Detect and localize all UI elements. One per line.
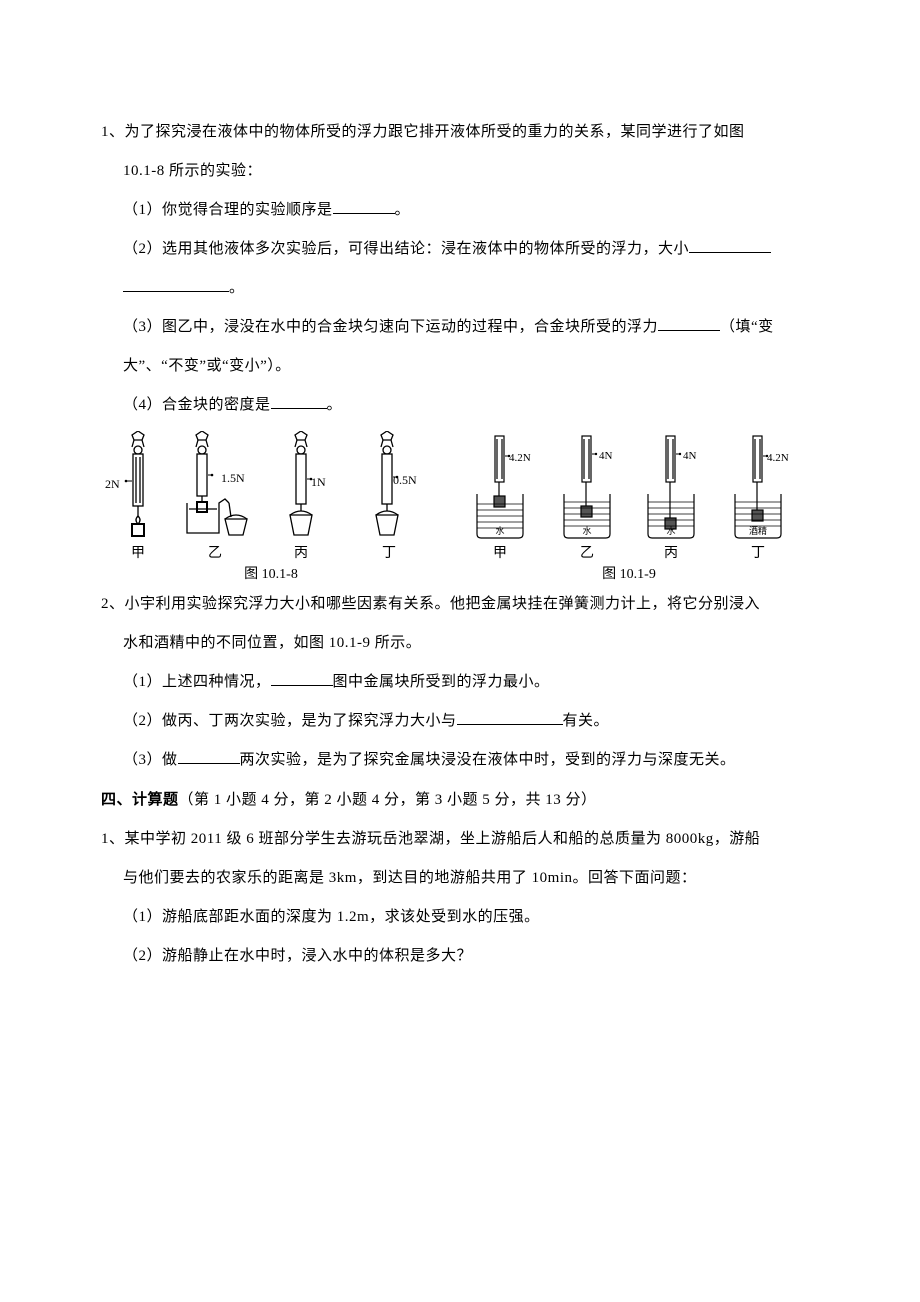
figure-group-2: 水 4.2N 甲 bbox=[461, 434, 797, 583]
q1-p4-row: （4）合金块的密度是 。 bbox=[101, 386, 819, 425]
q1-p2b: 。 bbox=[229, 280, 245, 296]
q1-p3-row1: （3）图乙中，浸没在水中的合金块匀速向下运动的过程中，合金块所受的浮力 （填“变 bbox=[101, 308, 819, 347]
fig1-c-reading: 1N bbox=[311, 475, 333, 490]
q41-intro-a: 1、某中学初 2011 级 6 班部分学生去游玩岳池翠湖，坐上游船后人和船的总质… bbox=[101, 820, 819, 859]
blank bbox=[178, 749, 240, 764]
blank bbox=[271, 394, 327, 409]
fig1-d: 0.5N 丁 bbox=[351, 431, 427, 562]
blank bbox=[333, 199, 395, 214]
section4-note: （第 1 小题 4 分，第 2 小题 4 分，第 3 小题 5 分，共 13 分… bbox=[179, 792, 597, 808]
fig1-d-reading: 0.5N bbox=[393, 473, 427, 488]
fig1-caption: 图 10.1-8 bbox=[115, 563, 427, 583]
q41-intro-b: 与他们要去的农家乐的距离是 3km，到达目的地游船共用了 10min。回答下面问… bbox=[101, 859, 819, 898]
q1-intro-b: 10.1-8 所示的实验： bbox=[101, 152, 819, 191]
q1-p4a: （4）合金块的密度是 bbox=[123, 397, 271, 413]
fig1-a-reading: 2N bbox=[105, 477, 127, 492]
q2-p2a: （2）做丙、丁两次实验，是为了探究浮力大小与 bbox=[123, 713, 457, 729]
q1-p1-tail: 。 bbox=[395, 202, 411, 218]
fig1-c-label: 丙 bbox=[294, 542, 308, 562]
svg-text:酒精: 酒精 bbox=[749, 525, 767, 536]
blank bbox=[689, 238, 771, 253]
fig2-b-label: 乙 bbox=[580, 542, 594, 562]
beaker-scale-icon: 酒精 bbox=[725, 434, 791, 542]
q1-p4b: 。 bbox=[327, 397, 343, 413]
q2-p1-row: （1）上述四种情况， 图中金属块所受到的浮力最小。 bbox=[101, 663, 819, 702]
q2-p1b: 图中金属块所受到的浮力最小。 bbox=[333, 674, 550, 690]
q2-p3b: 两次实验，是为了探究金属块浸没在液体中时，受到的浮力与深度无关。 bbox=[240, 752, 736, 768]
fig2-d-reading: 4.2N bbox=[767, 452, 797, 464]
q2-intro-b: 水和酒精中的不同位置，如图 10.1-9 所示。 bbox=[101, 624, 819, 663]
svg-text:水: 水 bbox=[495, 525, 504, 536]
q2-p3a: （3）做 bbox=[123, 752, 178, 768]
q1-p3b: （填“变 bbox=[720, 319, 774, 335]
q1-p1: （1）你觉得合理的实验顺序是 。 bbox=[101, 191, 819, 230]
fig2-a-label: 甲 bbox=[493, 542, 507, 562]
fig1-b: 1.5N 乙 bbox=[179, 431, 251, 562]
fig2-d-label: 丁 bbox=[751, 542, 765, 562]
figure-group-1: 2N 甲 bbox=[115, 431, 427, 583]
fig2-b: 水 4N 乙 bbox=[551, 434, 623, 562]
svg-text:水: 水 bbox=[666, 525, 675, 536]
q1-intro-a: 1、为了探究浸在液体中的物体所受的浮力跟它排开液体所受的重力的关系，某同学进行了… bbox=[101, 113, 819, 152]
fig2-c: 水 4N 丙 bbox=[635, 434, 707, 562]
svg-text:水: 水 bbox=[582, 525, 591, 536]
section4-heading: 四、计算题（第 1 小题 4 分，第 2 小题 4 分，第 3 小题 5 分，共… bbox=[101, 780, 819, 820]
fig2-c-label: 丙 bbox=[664, 542, 678, 562]
q2-p1a: （1）上述四种情况， bbox=[123, 674, 271, 690]
q1-p2a-text: （2）选用其他液体多次实验后，可得出结论：浸在液体中的物体所受的浮力，大小 bbox=[123, 241, 689, 257]
fig1-c: 1N 丙 bbox=[269, 431, 333, 562]
q2-p2b: 有关。 bbox=[563, 713, 610, 729]
blank bbox=[123, 277, 229, 292]
fig2-caption: 图 10.1-9 bbox=[461, 563, 797, 583]
q1-p1-text: （1）你觉得合理的实验顺序是 bbox=[123, 202, 333, 218]
q1-p3c: 大”、“不变”或“变小”）。 bbox=[101, 347, 819, 386]
section4-title: 四、计算题 bbox=[101, 791, 179, 808]
fig2-b-reading: 4N bbox=[599, 450, 623, 462]
q41-p2: （2）游船静止在水中时，浸入水中的体积是多大？ bbox=[101, 937, 819, 976]
fig2-a: 水 4.2N 甲 bbox=[461, 434, 539, 562]
q1-p2b-row: 。 bbox=[101, 269, 819, 308]
fig2-c-reading: 4N bbox=[683, 450, 707, 462]
figures-row: 2N 甲 bbox=[115, 431, 819, 583]
blank bbox=[271, 671, 333, 686]
q2-intro-a: 2、小宇利用实验探究浮力大小和哪些因素有关系。他把金属块挂在弹簧测力计上，将它分… bbox=[101, 585, 819, 624]
fig2-d: 酒精 4.2N 丁 bbox=[719, 434, 797, 562]
q1-p2a: （2）选用其他液体多次实验后，可得出结论：浸在液体中的物体所受的浮力，大小 bbox=[101, 230, 819, 269]
fig2-a-reading: 4.2N bbox=[509, 452, 539, 464]
fig1-a: 2N 甲 bbox=[115, 431, 161, 562]
q1-p3a: （3）图乙中，浸没在水中的合金块匀速向下运动的过程中，合金块所受的浮力 bbox=[123, 319, 658, 335]
fig1-a-label: 甲 bbox=[131, 542, 145, 562]
fig1-b-reading: 1.5N bbox=[221, 471, 251, 486]
q41-p1: （1）游船底部距水面的深度为 1.2m，求该处受到水的压强。 bbox=[101, 898, 819, 937]
beaker-scale-icon: 水 bbox=[467, 434, 533, 542]
fig1-d-label: 丁 bbox=[382, 542, 396, 562]
fig1-b-label: 乙 bbox=[208, 542, 222, 562]
q2-p2-row: （2）做丙、丁两次实验，是为了探究浮力大小与 有关。 bbox=[101, 702, 819, 741]
blank bbox=[457, 710, 563, 725]
blank bbox=[658, 316, 720, 331]
q2-p3-row: （3）做 两次实验，是为了探究金属块浸没在液体中时，受到的浮力与深度无关。 bbox=[101, 741, 819, 780]
